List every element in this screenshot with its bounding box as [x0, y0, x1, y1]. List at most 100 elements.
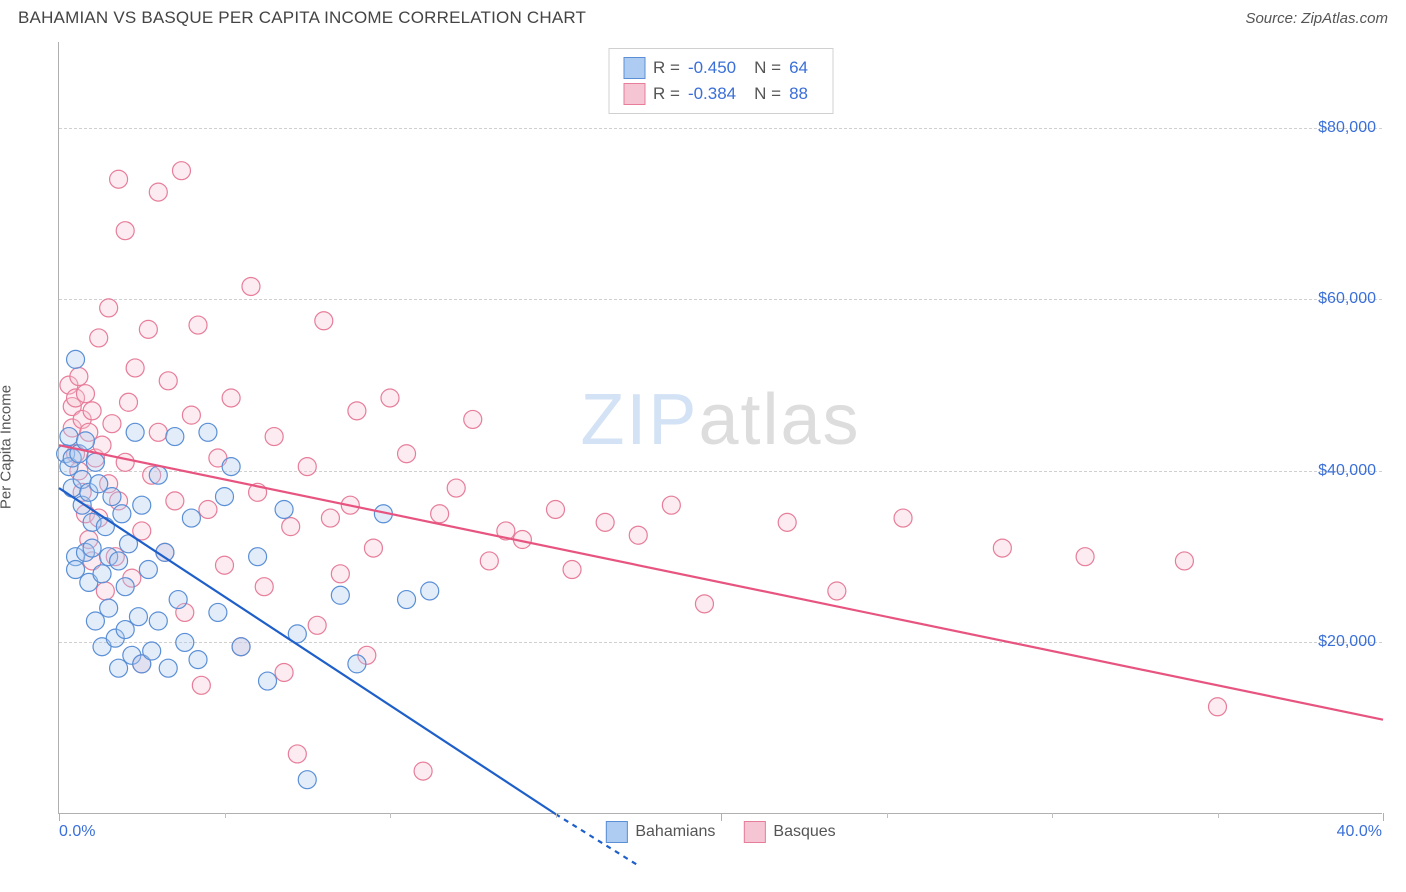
data-point: [209, 603, 227, 621]
data-point: [222, 389, 240, 407]
r-value-bahamians: -0.450: [688, 55, 736, 81]
data-point: [159, 659, 177, 677]
data-point: [398, 591, 416, 609]
data-point: [662, 496, 680, 514]
y-axis-label: Per Capita Income: [0, 385, 15, 509]
data-point: [126, 359, 144, 377]
data-point: [129, 608, 147, 626]
data-point: [76, 432, 94, 450]
data-point: [100, 299, 118, 317]
data-point: [315, 312, 333, 330]
data-point: [113, 505, 131, 523]
data-point: [255, 578, 273, 596]
data-point: [828, 582, 846, 600]
data-point: [1209, 698, 1227, 716]
data-point: [149, 183, 167, 201]
data-point: [288, 745, 306, 763]
swatch-basques: [623, 83, 645, 105]
r-label: R =: [653, 81, 680, 107]
data-point: [192, 676, 210, 694]
data-point: [275, 663, 293, 681]
data-point: [275, 500, 293, 518]
data-point: [216, 556, 234, 574]
data-point: [348, 402, 366, 420]
data-point: [1175, 552, 1193, 570]
swatch-bahamians: [623, 57, 645, 79]
data-point: [282, 518, 300, 536]
data-point: [116, 222, 134, 240]
data-point: [76, 385, 94, 403]
data-point: [629, 526, 647, 544]
r-value-basques: -0.384: [688, 81, 736, 107]
swatch-basques-icon: [743, 821, 765, 843]
legend-label-bahamians: Bahamians: [635, 823, 715, 841]
data-point: [259, 672, 277, 690]
swatch-bahamians-icon: [605, 821, 627, 843]
stats-row-basques: R = -0.384 N = 88: [623, 81, 818, 107]
data-point: [83, 539, 101, 557]
data-point: [93, 565, 111, 583]
data-point: [398, 445, 416, 463]
data-point: [176, 633, 194, 651]
data-point: [120, 393, 138, 411]
data-point: [265, 428, 283, 446]
data-point: [421, 582, 439, 600]
data-point: [70, 368, 88, 386]
data-point: [139, 320, 157, 338]
data-point: [414, 762, 432, 780]
data-point: [894, 509, 912, 527]
data-point: [189, 316, 207, 334]
data-point: [182, 509, 200, 527]
data-point: [216, 488, 234, 506]
data-point: [116, 453, 134, 471]
r-label: R =: [653, 55, 680, 81]
data-point: [222, 458, 240, 476]
data-point: [96, 518, 114, 536]
chart-title: BAHAMIAN VS BASQUE PER CAPITA INCOME COR…: [18, 8, 586, 28]
data-point: [139, 561, 157, 579]
data-point: [189, 651, 207, 669]
chart-source: Source: ZipAtlas.com: [1245, 10, 1388, 27]
data-point: [159, 372, 177, 390]
data-point: [993, 539, 1011, 557]
legend-item-basques: Basques: [743, 821, 835, 843]
data-point: [331, 565, 349, 583]
legend-item-bahamians: Bahamians: [605, 821, 715, 843]
data-point: [182, 406, 200, 424]
data-point: [149, 612, 167, 630]
data-point: [778, 513, 796, 531]
n-value-basques: 88: [789, 81, 808, 107]
data-point: [67, 350, 85, 368]
data-point: [199, 423, 217, 441]
data-point: [96, 582, 114, 600]
data-point: [126, 423, 144, 441]
data-point: [596, 513, 614, 531]
data-point: [103, 415, 121, 433]
data-point: [381, 389, 399, 407]
x-axis-min-label: 0.0%: [59, 823, 95, 841]
data-point: [149, 423, 167, 441]
data-point: [298, 771, 316, 789]
data-point: [464, 410, 482, 428]
data-point: [103, 488, 121, 506]
series-legend: Bahamians Basques: [605, 821, 835, 843]
data-point: [166, 428, 184, 446]
stats-row-bahamians: R = -0.450 N = 64: [623, 55, 818, 81]
data-point: [116, 578, 134, 596]
data-point: [149, 466, 167, 484]
chart-container: Per Capita Income ZIPatlas $20,000$40,00…: [18, 42, 1388, 852]
chart-header: BAHAMIAN VS BASQUE PER CAPITA INCOME COR…: [0, 0, 1406, 32]
data-point: [331, 586, 349, 604]
data-point: [249, 548, 267, 566]
data-point: [110, 170, 128, 188]
data-point: [143, 642, 161, 660]
data-point: [93, 436, 111, 454]
scatter-svg: [59, 42, 1382, 813]
data-point: [133, 496, 151, 514]
data-point: [242, 277, 260, 295]
data-point: [480, 552, 498, 570]
data-point: [547, 500, 565, 518]
data-point: [172, 162, 190, 180]
data-point: [1076, 548, 1094, 566]
data-point: [431, 505, 449, 523]
